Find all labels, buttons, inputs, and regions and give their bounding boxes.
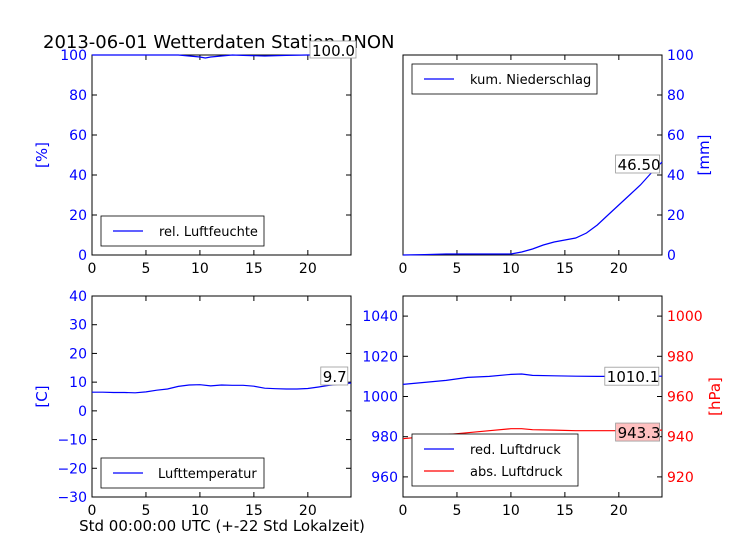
y-tick-label: 60 [667, 128, 685, 144]
value-label: 943.3 [618, 424, 661, 442]
y-tick-label: 1000 [362, 390, 398, 406]
y-tick-label: 30 [69, 318, 87, 334]
y-tick-label: 100 [60, 48, 87, 64]
y-tick-label: −20 [57, 461, 87, 477]
y-tick-label: 20 [667, 208, 685, 224]
x-tick-label: 0 [88, 261, 97, 277]
y-axis-label: [C] [33, 385, 51, 407]
y-tick-label: 0 [78, 248, 87, 264]
y-tick-label-right: 960 [667, 390, 694, 406]
figure-x-axis-label: Std 00:00:00 UTC (+-22 Std Lokalzeit) [79, 517, 365, 535]
value-label-box [320, 366, 349, 386]
legend: red. Luftdruck abs. Luftdruck [411, 433, 579, 487]
legend: rel. Luftfeuchte [100, 215, 265, 247]
value-label: 46.50 [618, 156, 661, 174]
value-label-box [615, 154, 660, 174]
legend-label: abs. Luftdruck [470, 465, 563, 480]
panel-pressure: 0 5 10 15 20 960 980 1000 1020 1040 920 940 960 980 10… [362, 295, 724, 519]
y-tick-label: 1040 [362, 309, 398, 325]
x-tick-label: 5 [452, 261, 461, 277]
x-tick-label: 10 [191, 261, 209, 277]
panel-humidity: 0 5 10 15 20 0 20 40 60 80 100 [%] rel. Luftfeuchte 1… [33, 40, 357, 277]
series-line-0 [92, 54, 351, 59]
y-tick-label-right: 980 [667, 349, 694, 365]
y-tick-label: 980 [371, 430, 398, 446]
y-tick-label: 20 [69, 346, 87, 362]
x-tick-label: 0 [399, 503, 408, 519]
x-tick-label: 20 [610, 261, 628, 277]
legend-label: rel. Luftfeuchte [159, 225, 258, 240]
y-tick-label: 40 [69, 289, 87, 305]
y-tick-label: 40 [667, 168, 685, 184]
legend-label: kum. Niederschlag [470, 73, 591, 88]
x-tick-label: 10 [502, 261, 520, 277]
series-line-0 [402, 161, 663, 256]
y-tick-label-right: 940 [667, 430, 694, 446]
x-tick-label: 20 [299, 261, 317, 277]
x-tick-label: 0 [88, 503, 97, 519]
y-tick-label: 40 [69, 168, 87, 184]
value-label: 1010.1 [607, 368, 660, 386]
x-tick-label: 15 [245, 261, 263, 277]
y-tick-label: 80 [69, 88, 87, 104]
figure-title: 2013-06-01 Wetterdaten Station RNON [43, 32, 394, 53]
x-tick-label: 15 [556, 503, 574, 519]
value-label-box [604, 366, 660, 386]
y-tick-label: 0 [667, 248, 676, 264]
y-tick-label: 960 [371, 470, 398, 486]
value-label-box [309, 40, 357, 59]
y-tick-label: 0 [78, 404, 87, 420]
x-tick-label: 10 [191, 503, 209, 519]
legend: Lufttemperatur [100, 457, 265, 489]
x-tick-label: 15 [556, 261, 574, 277]
panel-temperature: 0 5 10 15 20 −30 −20 −10 0 10 20 30 40 [C] Lufttempera… [33, 289, 352, 519]
x-tick-label: 20 [299, 503, 317, 519]
y-tick-label: −30 [57, 490, 87, 506]
axes-frame [91, 54, 352, 256]
axes-frame [402, 54, 663, 256]
y-tick-label-right: 1000 [667, 309, 703, 325]
x-tick-label: 5 [452, 503, 461, 519]
series-line-0 [92, 382, 352, 394]
x-tick-label: 5 [141, 261, 150, 277]
x-tick-label: 5 [141, 503, 150, 519]
x-tick-label: 20 [610, 503, 628, 519]
legend: kum. Niederschlag [411, 63, 598, 95]
x-tick-label: 10 [502, 503, 520, 519]
y-tick-label: −10 [57, 433, 87, 449]
y-axis-label: [%] [33, 142, 51, 168]
x-tick-label: 0 [399, 261, 408, 277]
y-tick-label: 100 [667, 48, 694, 64]
y-tick-label: 1020 [362, 349, 398, 365]
panel-precip: 0 5 10 15 20 0 20 40 60 80 100 [mm] kum. Niederschla… [399, 48, 713, 277]
y-tick-label: 60 [69, 128, 87, 144]
value-label-box-red [615, 422, 660, 442]
y-tick-label: 80 [667, 88, 685, 104]
legend-label: Lufttemperatur [158, 467, 257, 482]
x-tick-label: 15 [245, 503, 263, 519]
y-tick-label-right: 920 [667, 470, 694, 486]
legend-label: red. Luftdruck [470, 443, 561, 458]
y-axis-label: [hPa] [706, 377, 724, 416]
legend-box [411, 433, 579, 487]
axes-frame [91, 295, 352, 498]
value-label: 100.0 [312, 42, 355, 60]
y-axis-label: [mm] [695, 135, 713, 176]
y-tick-label: 10 [69, 375, 87, 391]
value-label: 9.7 [323, 368, 347, 386]
y-tick-label: 20 [69, 208, 87, 224]
